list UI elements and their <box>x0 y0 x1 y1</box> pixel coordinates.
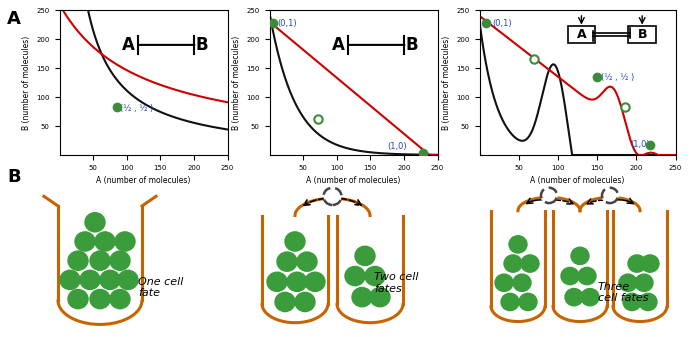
Circle shape <box>118 270 138 289</box>
Text: (½ , ½ ): (½ , ½ ) <box>601 73 634 82</box>
X-axis label: A (number of molecules): A (number of molecules) <box>307 176 400 185</box>
X-axis label: A (number of molecules): A (number of molecules) <box>531 176 624 185</box>
Circle shape <box>90 289 110 309</box>
Circle shape <box>623 293 641 311</box>
Circle shape <box>635 274 653 292</box>
Circle shape <box>513 274 531 292</box>
Text: (1,0): (1,0) <box>387 142 407 151</box>
Circle shape <box>297 252 317 271</box>
Circle shape <box>501 293 519 311</box>
Text: B: B <box>7 168 20 186</box>
Circle shape <box>85 213 105 232</box>
Text: B: B <box>406 36 419 54</box>
Circle shape <box>80 270 100 289</box>
Circle shape <box>541 188 557 203</box>
Circle shape <box>100 270 120 289</box>
Circle shape <box>365 267 385 286</box>
Circle shape <box>578 267 596 285</box>
Circle shape <box>285 232 305 251</box>
Text: (1,0): (1,0) <box>630 141 650 150</box>
Circle shape <box>95 232 115 251</box>
Y-axis label: B (number of molecules): B (number of molecules) <box>22 35 31 130</box>
Circle shape <box>352 287 372 307</box>
Circle shape <box>323 188 342 205</box>
Text: (0,1): (0,1) <box>278 19 298 28</box>
Circle shape <box>68 251 88 270</box>
Text: B: B <box>638 28 647 41</box>
Circle shape <box>628 255 646 272</box>
Text: A: A <box>122 36 135 54</box>
Text: One cell
fate: One cell fate <box>138 277 183 298</box>
Circle shape <box>565 288 583 306</box>
Circle shape <box>277 252 297 271</box>
Text: B: B <box>196 36 209 54</box>
Circle shape <box>495 274 513 292</box>
Circle shape <box>561 267 579 285</box>
Text: Three
cell fates: Three cell fates <box>598 281 648 303</box>
Circle shape <box>370 287 390 307</box>
Text: Two cell
fates: Two cell fates <box>374 272 419 294</box>
Circle shape <box>75 232 95 251</box>
Circle shape <box>115 232 135 251</box>
Circle shape <box>581 288 599 306</box>
Circle shape <box>267 272 287 292</box>
Circle shape <box>504 255 522 272</box>
Circle shape <box>275 293 295 311</box>
Circle shape <box>519 293 537 311</box>
Text: (½ , ½ ): (½ , ½ ) <box>120 104 153 113</box>
Circle shape <box>305 272 325 292</box>
Circle shape <box>619 274 637 292</box>
Circle shape <box>571 247 589 265</box>
Circle shape <box>60 270 80 289</box>
Text: A: A <box>577 28 586 41</box>
Circle shape <box>345 267 365 286</box>
X-axis label: A (number of molecules): A (number of molecules) <box>97 176 190 185</box>
Circle shape <box>110 251 130 270</box>
Text: (0,1): (0,1) <box>492 19 512 28</box>
Text: A: A <box>7 10 21 28</box>
Circle shape <box>110 289 130 309</box>
Circle shape <box>521 255 539 272</box>
Y-axis label: B (number of molecules): B (number of molecules) <box>442 35 451 130</box>
Circle shape <box>509 236 527 253</box>
Circle shape <box>68 289 88 309</box>
Circle shape <box>90 251 110 270</box>
Y-axis label: B (number of molecules): B (number of molecules) <box>232 35 241 130</box>
Circle shape <box>295 293 315 311</box>
Circle shape <box>602 188 618 203</box>
Text: A: A <box>332 36 345 54</box>
Circle shape <box>355 246 375 266</box>
Circle shape <box>287 272 307 292</box>
Circle shape <box>641 255 659 272</box>
Circle shape <box>639 293 657 311</box>
